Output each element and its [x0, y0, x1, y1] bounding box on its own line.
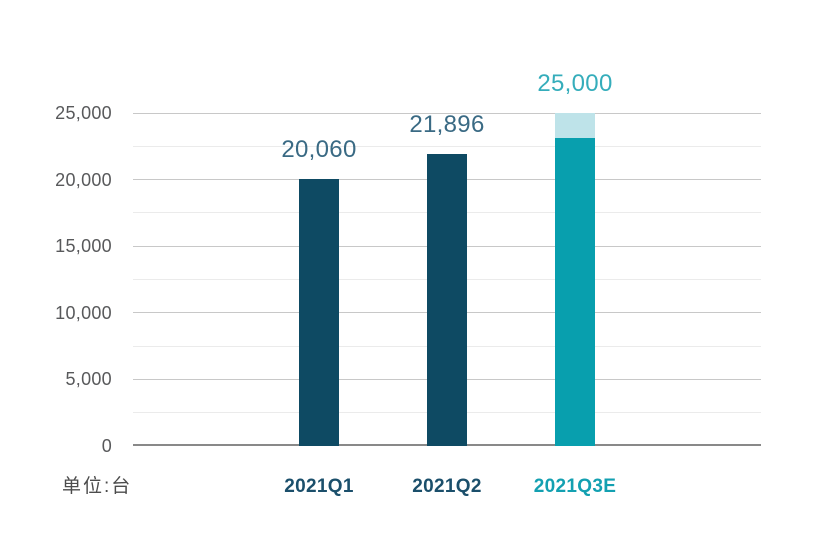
bar-2021q3e-estimate-cap	[555, 113, 595, 139]
y-tick-label: 20,000	[55, 169, 112, 190]
bar-value-label-2021q3e: 25,000	[537, 70, 613, 97]
gridline-minor	[133, 145, 761, 147]
y-tick-label: 15,000	[55, 236, 112, 257]
bar-value-label-2021q1: 20,060	[281, 135, 357, 163]
gridline-major	[133, 112, 761, 114]
x-axis-label-2021q1: 2021Q1	[284, 476, 354, 497]
y-tick-label: 10,000	[55, 302, 112, 323]
x-axis-label-2021q3e: 2021Q3E	[533, 476, 617, 497]
x-axis-label-2021q2: 2021Q2	[412, 476, 482, 497]
y-tick-label: 5,000	[65, 369, 112, 390]
bar-2021q1	[299, 178, 339, 446]
bar-value-label-2021q2: 21,896	[409, 111, 485, 139]
unit-label: 单位:台	[62, 476, 133, 497]
y-tick-label: 0	[101, 436, 112, 456]
bar-2021q3e-solid	[555, 138, 595, 446]
bar-2021q2	[427, 154, 467, 446]
y-tick-label: 25,000	[55, 103, 112, 123]
